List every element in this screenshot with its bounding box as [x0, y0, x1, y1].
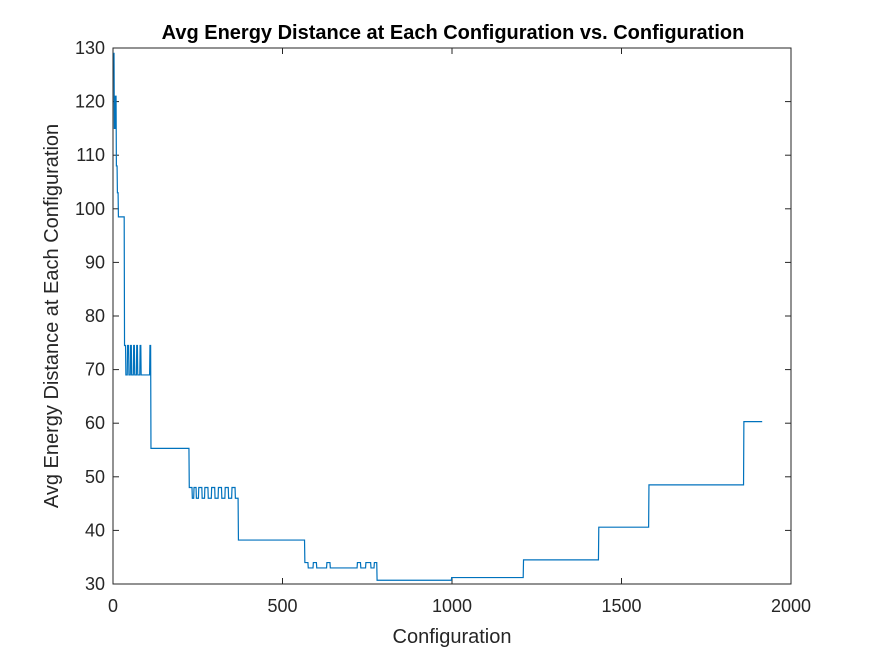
y-axis: 30 40 50 60 70 80 90 100 110 120 130 — [75, 38, 791, 594]
y-axis-label: Avg Energy Distance at Each Configuratio… — [41, 124, 63, 508]
x-tick-label-2: 1000 — [432, 596, 472, 616]
y-tick-label-7: 100 — [75, 199, 105, 219]
x-tick-label-3: 1500 — [601, 596, 641, 616]
series-line-0 — [113, 52, 763, 581]
x-tick-label-0: 0 — [108, 596, 118, 616]
y-tick-label-1: 40 — [85, 520, 105, 540]
y-tick-label-2: 50 — [85, 467, 105, 487]
y-tick-label-10: 130 — [75, 38, 105, 58]
x-axis: 0 500 1000 1500 2000 — [108, 48, 811, 616]
x-axis-label: Configuration — [393, 626, 512, 648]
y-tick-label-8: 110 — [76, 145, 105, 165]
y-tick-label-0: 30 — [85, 574, 105, 594]
y-tick-label-4: 70 — [85, 360, 105, 380]
y-tick-label-5: 80 — [85, 306, 105, 326]
series-layer — [113, 52, 763, 581]
y-tick-label-3: 60 — [85, 413, 105, 433]
x-tick-label-4: 2000 — [771, 596, 811, 616]
x-tick-label-1: 500 — [267, 596, 297, 616]
plot-area — [112, 47, 792, 585]
y-tick-label-6: 90 — [85, 252, 105, 272]
y-tick-label-9: 120 — [75, 92, 105, 112]
chart-title: Avg Energy Distance at Each Configuratio… — [162, 22, 745, 44]
